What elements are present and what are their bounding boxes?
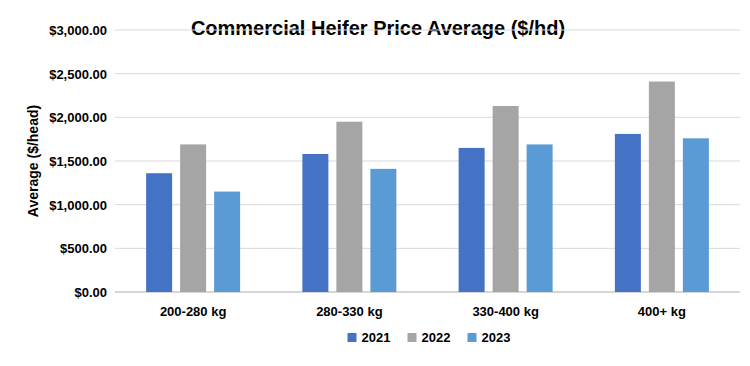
bar [180,144,206,292]
legend-swatch [348,333,357,342]
bars [146,82,709,292]
x-tick-label: 200-280 kg [160,304,227,319]
grid-line [115,248,740,249]
x-axis-line [115,292,740,293]
grid-line [115,161,740,162]
chart-title: Commercial Heifer Price Average ($/hd) [191,17,565,39]
y-tick-label: $1,000.00 [49,198,107,213]
grid-line [115,30,740,31]
x-tick-label: 400+ kg [638,304,686,319]
x-tick-label: 280-330 kg [316,304,383,319]
bar [615,134,641,292]
legend-label: 2021 [362,330,391,345]
bar [336,122,362,292]
y-tick-label: $0.00 [74,285,107,300]
y-tick-label: $2,500.00 [49,67,107,82]
grid [115,30,740,292]
bar [683,138,709,292]
grid-line [115,73,740,74]
grid-line [115,292,740,293]
legend-label: 2023 [482,330,511,345]
y-tick-label: $500.00 [60,241,107,256]
y-tick-label: $2,000.00 [49,110,107,125]
x-tick-label: 330-400 kg [472,304,539,319]
bar [649,82,675,292]
chart-svg: Commercial Heifer Price Average ($/hd) Av… [0,0,750,366]
y-tick-label: $3,000.00 [49,23,107,38]
legend: 2021 2022 2023 [348,330,511,345]
bar [214,192,240,292]
bar [302,154,328,292]
legend-label: 2022 [422,330,451,345]
bar [370,169,396,292]
bar [459,148,485,292]
legend-swatch [408,333,417,342]
bar [493,106,519,292]
y-tick-label: $1,500.00 [49,154,107,169]
y-axis-label: Average ($/head) [25,105,41,217]
grid-line [115,204,740,205]
chart-container: Commercial Heifer Price Average ($/hd) Av… [0,0,750,366]
bar [146,173,172,292]
legend-swatch [468,333,477,342]
bar [527,144,553,292]
grid-line [115,117,740,118]
